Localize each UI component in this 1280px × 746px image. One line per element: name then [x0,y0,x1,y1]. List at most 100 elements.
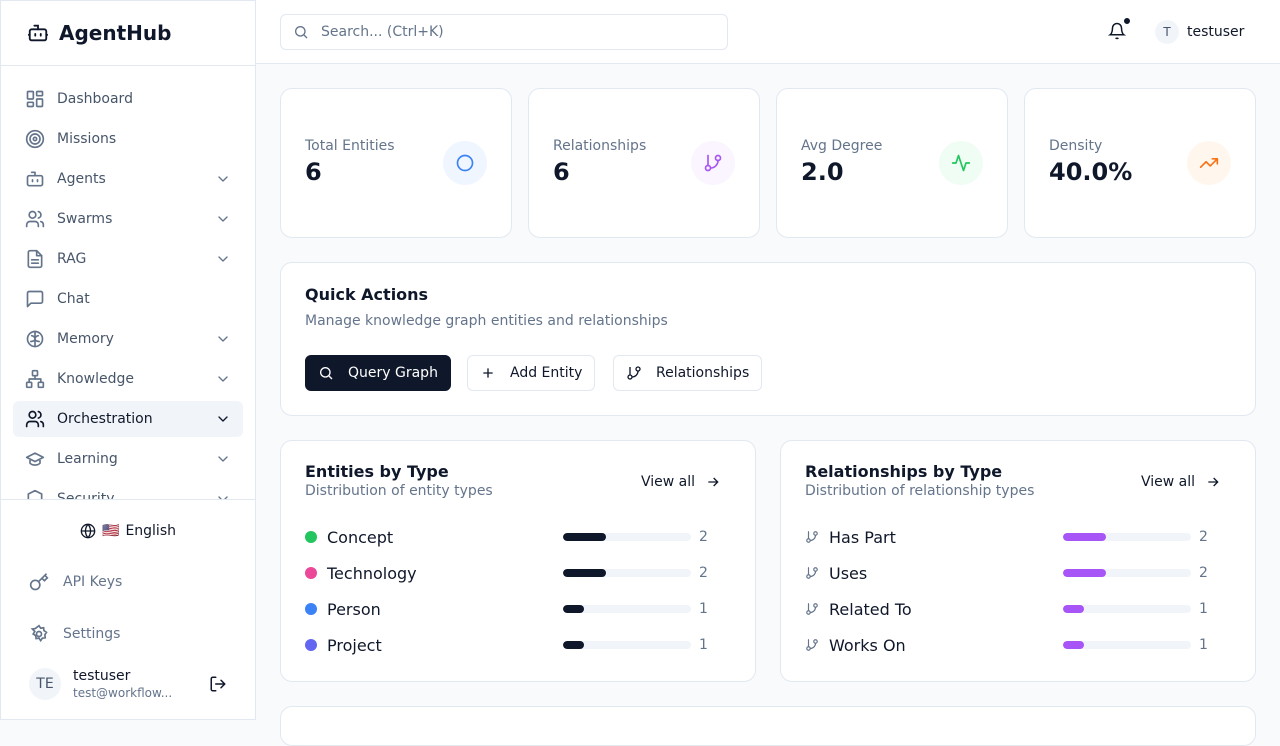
sidebar-item-knowledge[interactable]: Knowledge [13,361,243,397]
list-item[interactable]: Uses 2 [805,563,1231,583]
view-all-entities-link[interactable]: View all [641,474,721,490]
type-count: 1 [1199,637,1208,653]
gear-icon [29,624,49,644]
relationships-button[interactable]: Relationships [613,355,763,391]
sidebar-footer: 🇺🇸 English API Keys Settings TE testuser… [1,499,255,719]
type-name: Works On [829,635,906,655]
view-all-relationships-link[interactable]: View all [1141,474,1221,490]
target-icon [25,129,45,149]
shield-icon [25,489,45,499]
settings-link[interactable]: Settings [29,624,120,644]
list-item[interactable]: Concept 2 [305,527,731,547]
stat-card-avg-degree: Avg Degree 2.0 [776,88,1008,238]
circle-icon [443,141,487,185]
logout-icon[interactable] [209,675,227,693]
language-selector[interactable]: 🇺🇸 English [1,523,255,539]
color-dot [305,603,317,615]
chevron-down-icon[interactable] [215,451,231,467]
type-name: Related To [829,599,912,619]
sidebar-item-memory[interactable]: Memory [13,321,243,357]
git-branch-icon [805,566,819,580]
brain-icon [25,329,45,349]
search-box[interactable] [280,14,728,50]
sidebar-item-chat[interactable]: Chat [13,281,243,317]
arrow-right-icon [1205,474,1221,490]
type-name: Project [327,635,382,655]
user-name: testuser [73,668,131,684]
list-item[interactable]: Technology 2 [305,563,731,583]
stat-value: 40.0% [1049,158,1133,186]
brand-name: AgentHub [59,21,172,45]
type-count: 1 [699,637,708,653]
chevron-down-icon[interactable] [215,331,231,347]
color-dot [305,639,317,651]
git-branch-icon [626,365,642,381]
sidebar-item-missions[interactable]: Missions [13,121,243,157]
git-branch-icon [691,141,735,185]
git-branch-icon [805,638,819,652]
list-item[interactable]: Has Part 2 [805,527,1231,547]
chevron-down-icon[interactable] [215,171,231,187]
chevron-down-icon[interactable] [215,411,231,427]
sidebar-item-orchestration[interactable]: Orchestration [13,401,243,437]
progress-fill [563,533,606,541]
type-count: 2 [699,565,708,581]
chevron-down-icon[interactable] [215,211,231,227]
api-keys-link[interactable]: API Keys [29,572,122,592]
file-text-icon [25,249,45,269]
graduation-cap-icon [25,449,45,469]
progress-fill [1063,605,1085,613]
sidebar-item-label: Agents [57,171,106,187]
add-entity-button[interactable]: Add Entity [467,355,596,391]
sidebar-item-learning[interactable]: Learning [13,441,243,477]
list-item[interactable]: Person 1 [305,599,731,619]
sidebar-item-swarms[interactable]: Swarms [13,201,243,237]
notifications-button[interactable] [1108,17,1131,40]
sidebar-item-dashboard[interactable]: Dashboard [13,81,243,117]
search-input[interactable] [321,24,701,40]
progress-fill [1063,533,1106,541]
relationships-title: Relationships by Type [805,462,1003,481]
search-icon [318,365,334,381]
quick-actions-subtitle: Manage knowledge graph entities and rela… [305,313,668,329]
type-count: 1 [699,601,708,617]
globe-icon [80,523,96,539]
avatar: T [1155,20,1179,44]
view-all-label: View all [640,474,695,490]
dashboard-icon [25,89,45,109]
list-item[interactable]: Related To 1 [805,599,1231,619]
api-keys-label: API Keys [63,574,123,590]
stat-label: Avg Degree [801,138,883,154]
color-dot [305,567,317,579]
plus-icon [480,365,496,381]
relationships-subtitle: Distribution of relationship types [805,483,1035,499]
sidebar-item-label: Memory [57,331,114,347]
sidebar-nav: Dashboard Missions Agents Swarms RAG Cha… [13,81,243,499]
sidebar-item-label: Security [57,491,115,499]
sidebar-item-rag[interactable]: RAG [13,241,243,277]
query-graph-button[interactable]: Query Graph [305,355,451,391]
sidebar-item-label: Knowledge [57,371,134,387]
sidebar-item-label: Learning [57,451,118,467]
list-item[interactable]: Project 1 [305,635,731,655]
chevron-down-icon[interactable] [215,491,231,499]
button-label: Add Entity [510,365,583,381]
sidebar: AgentHub Dashboard Missions Agents Swarm… [0,0,256,720]
progress-track [563,569,691,577]
message-icon [25,289,45,309]
progress-fill [1063,569,1106,577]
sidebar-item-security[interactable]: Security [13,481,243,499]
type-name: Has Part [829,527,896,547]
button-label: Query Graph [348,365,438,381]
list-item[interactable]: Works On 1 [805,635,1231,655]
progress-track [563,641,691,649]
stat-value: 2.0 [801,158,844,186]
chevron-down-icon[interactable] [215,371,231,387]
sidebar-item-agents[interactable]: Agents [13,161,243,197]
notification-dot [1123,17,1131,25]
brand[interactable]: AgentHub [1,1,255,66]
user-menu[interactable]: T testuser [1155,20,1244,44]
view-all-label: View all [1140,474,1195,490]
chevron-down-icon[interactable] [215,251,231,267]
stat-card-total-entities: Total Entities 6 [280,88,512,238]
